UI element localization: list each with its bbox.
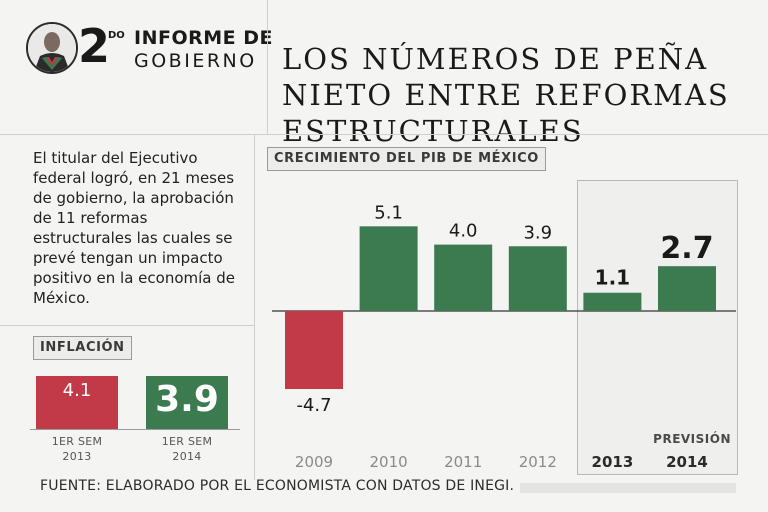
forecast-highlight-box [577,180,738,475]
inflation-value-2014: 3.9 [155,379,219,420]
intro-paragraph: El titular del Ejecutivo federal logró, … [33,149,236,307]
left-column-divider [0,325,254,326]
page-title: LOS NÚMEROS DE PEÑA NIETO ENTRE REFORMAS… [282,42,730,149]
inflation-caption-2014: 1ER SEM 2014 [145,434,229,464]
header: 2 DO INFORME DE GOBIERNO LOS NÚMEROS DE … [0,0,768,148]
data-label-2011: 4.0 [449,221,478,242]
column-divider [254,135,255,480]
inflation-axis [30,429,240,430]
bar-2011 [434,244,493,311]
report-number: 2 [78,19,110,73]
report-title-line2: GOBIERNO [134,50,257,72]
report-title-line1: INFORME DE [134,27,273,49]
president-portrait-icon [26,22,78,74]
inflation-bar-2014: 3.9 [146,376,228,429]
report-number-superscript: DO [108,30,125,41]
inflation-bar-2013: 4.1 [36,376,118,429]
x-tick-2009: 2009 [295,453,333,471]
inflation-caption-2013-line2: 2013 [62,450,92,463]
source-note: FUENTE: ELABORADO POR EL ECONOMISTA CON … [40,478,515,494]
bar-2009 [285,311,343,390]
inflation-caption-2013: 1ER SEM 2013 [35,434,119,464]
inflation-caption-2014-line2: 2014 [172,450,202,463]
inflation-caption-2013-line1: 1ER SEM [51,435,103,448]
x-tick-2012: 2012 [519,453,557,471]
header-divider [267,0,268,134]
data-label-2012: 3.9 [523,222,552,243]
chart-title: CRECIMIENTO DEL PIB DE MÉXICO [267,147,546,171]
inflation-caption-2014-line1: 1ER SEM [161,435,213,448]
bar-2012 [508,246,567,311]
header-bottom-divider [0,134,768,135]
x-tick-2010: 2010 [370,453,408,471]
data-label-2010: 5.1 [374,202,403,223]
x-tick-2011: 2011 [444,453,482,471]
source-rule [520,483,736,493]
data-label-2009: -4.7 [296,395,331,416]
bar-2010 [359,226,418,311]
inflation-label: INFLACIÓN [33,336,132,360]
inflation-value-2013: 4.1 [62,380,92,401]
